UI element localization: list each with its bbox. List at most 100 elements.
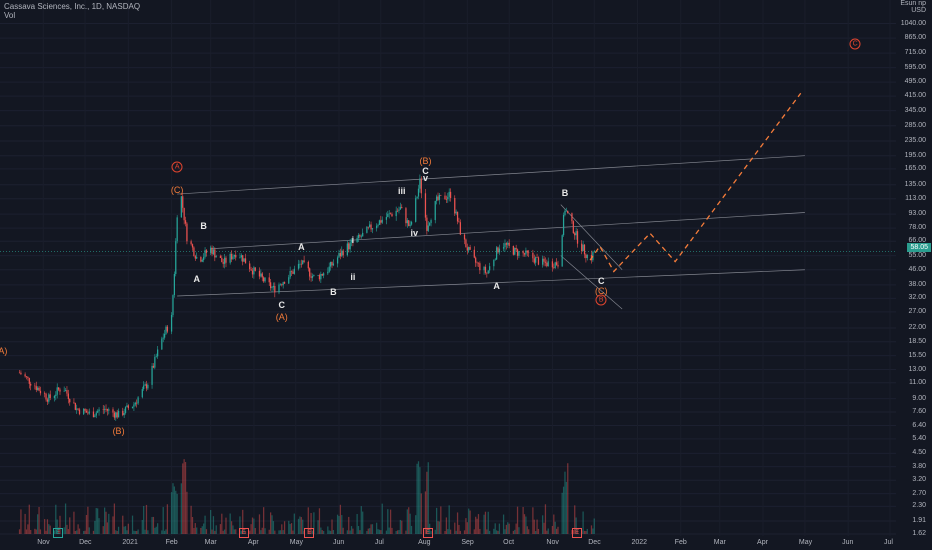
currency-line-1: Esun np — [900, 0, 926, 7]
candle-body — [494, 259, 496, 261]
candle-body — [46, 399, 49, 402]
volume-bar — [201, 526, 203, 534]
candle-body — [582, 244, 584, 252]
candle-body — [154, 356, 156, 368]
price-tick-label: 715.00 — [904, 49, 926, 57]
candle-body — [327, 271, 329, 274]
volume-bar — [449, 529, 452, 534]
candle-body — [370, 224, 372, 230]
candle-body — [463, 234, 466, 240]
volume-bar — [575, 517, 577, 534]
trend-line[interactable] — [177, 155, 805, 195]
volume-bar — [332, 530, 335, 534]
wave-label: C — [278, 299, 286, 310]
volume-bar — [279, 530, 282, 534]
candle-body — [310, 276, 312, 278]
candle-body — [106, 409, 109, 411]
volume-bar — [406, 509, 408, 534]
candle-body — [145, 384, 148, 389]
wave-label: (C) — [594, 285, 608, 296]
volume-bar — [362, 511, 364, 534]
volume-bar — [74, 530, 76, 534]
candle-body — [98, 409, 100, 412]
trend-line[interactable] — [560, 255, 623, 310]
candle-body — [37, 387, 39, 390]
volume-bar — [454, 522, 456, 534]
trend-line[interactable] — [177, 269, 805, 297]
volume-bar — [448, 505, 450, 534]
candle-body — [200, 256, 202, 262]
volume-bar — [592, 528, 594, 534]
candle-body — [586, 254, 588, 259]
candle-body — [332, 263, 335, 266]
candle-body — [39, 390, 42, 394]
candle-body — [378, 220, 381, 225]
volume-bar — [366, 530, 368, 534]
candle-body — [175, 241, 177, 274]
candle-body — [134, 402, 136, 405]
candle-body — [553, 267, 555, 269]
volume-bar — [562, 486, 565, 534]
candle-body — [426, 217, 428, 231]
volume-bar — [586, 528, 588, 534]
candle-body — [583, 244, 586, 255]
earnings-marker[interactable]: E — [304, 528, 315, 538]
candle-body — [495, 247, 498, 260]
candle-body — [398, 209, 400, 211]
candle-body — [369, 224, 371, 228]
volume-bar — [576, 529, 579, 534]
candle-body — [102, 409, 104, 411]
volume-bar — [28, 504, 30, 534]
volume-bar — [94, 520, 96, 534]
volume-bar — [551, 525, 554, 534]
volume-bar — [210, 510, 212, 534]
volume-bar — [553, 514, 555, 534]
wave-label: A — [171, 161, 183, 173]
candle-body — [289, 271, 291, 278]
volume-bar — [77, 524, 79, 534]
earnings-marker[interactable]: E — [238, 528, 249, 538]
candle-body — [362, 232, 364, 237]
volume-bar — [311, 530, 314, 534]
candle-body — [376, 225, 378, 229]
volume-bar — [73, 511, 75, 534]
volume-bar — [212, 516, 215, 534]
earnings-marker[interactable]: E — [422, 528, 433, 538]
volume-bar — [170, 492, 173, 534]
earnings-marker[interactable]: E — [53, 528, 64, 538]
volume-bar — [350, 526, 353, 534]
volume-bar — [555, 528, 558, 534]
candle-body — [391, 214, 393, 217]
price-tick-label: 113.00 — [905, 194, 926, 202]
projection-path[interactable] — [589, 92, 802, 273]
price-tick-label: 46.00 — [908, 265, 926, 273]
candle-body — [396, 210, 399, 212]
volume-bar — [300, 517, 302, 534]
price-tick-label: 235.00 — [904, 136, 926, 144]
wave-label: ii — [350, 271, 356, 282]
volume-bar — [39, 529, 42, 534]
volume-bar — [250, 524, 252, 534]
candle-body — [357, 234, 360, 238]
volume-bar — [116, 530, 118, 534]
candle-body — [191, 244, 194, 248]
volume-bar — [240, 530, 242, 534]
volume-bar — [122, 515, 124, 534]
trend-line[interactable] — [210, 212, 805, 250]
volume-bar — [309, 530, 311, 534]
earnings-marker[interactable]: E — [572, 528, 583, 538]
candle-body — [455, 211, 457, 214]
volume-bar — [341, 515, 343, 534]
candle-body — [152, 365, 155, 368]
wave-label: A — [493, 280, 500, 291]
candle-body — [505, 243, 508, 245]
volume-bar — [46, 519, 49, 534]
candle-body — [282, 282, 284, 286]
trend-line[interactable] — [560, 204, 623, 271]
candle-body — [230, 253, 233, 260]
candle-body — [143, 385, 145, 390]
volume-bar — [359, 530, 361, 534]
candle-body — [254, 267, 256, 271]
candle-body — [484, 266, 487, 273]
